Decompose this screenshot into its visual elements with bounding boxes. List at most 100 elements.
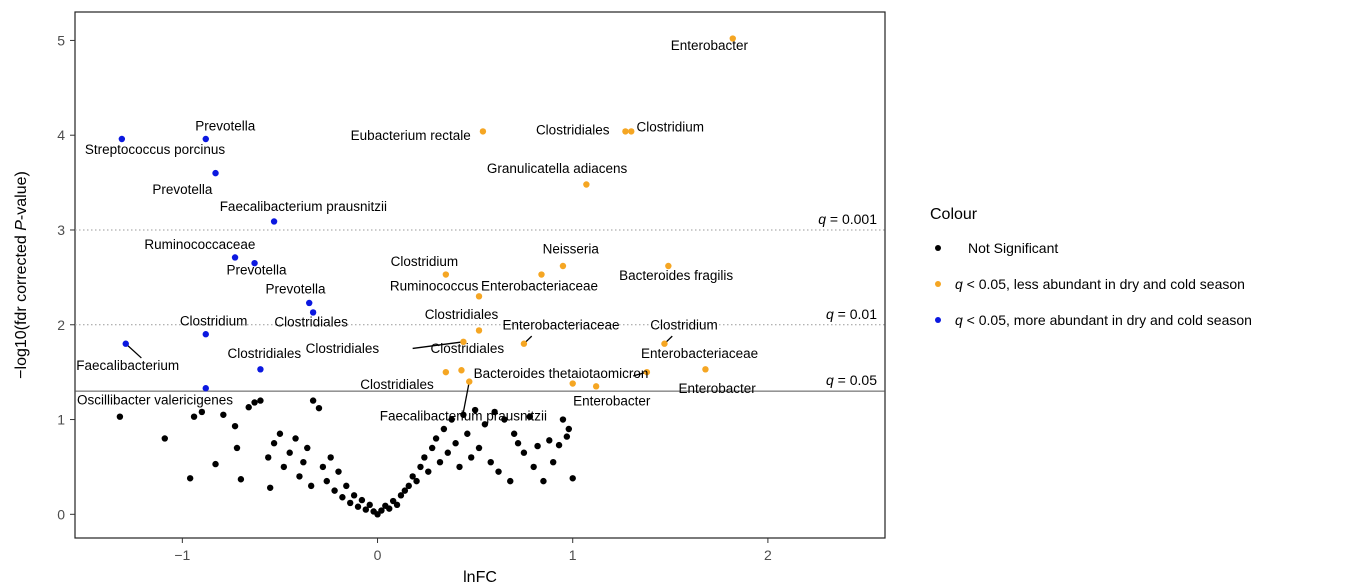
data-point-ns: [413, 477, 420, 485]
point-label: Prevotella: [266, 281, 327, 296]
point-label: Clostridiales: [228, 346, 302, 361]
data-point-ns: [475, 444, 483, 452]
data-point-ns: [448, 416, 455, 423]
legend-key-less: [935, 281, 941, 287]
point-label: Bacteroides fragilis: [619, 268, 733, 283]
data-point-ns: [347, 499, 354, 507]
data-point-less: [583, 181, 590, 188]
data-point-ns: [540, 477, 547, 485]
data-point-ns: [237, 476, 245, 483]
data-point-ns: [452, 440, 459, 447]
reference-line-label: q = 0.001: [818, 211, 877, 227]
data-point-ns: [220, 411, 227, 418]
data-point-more: [212, 169, 219, 177]
data-point-less: [458, 367, 465, 374]
point-label: Clostridiales: [431, 341, 505, 356]
data-point-ns: [386, 505, 393, 512]
data-point-less: [466, 378, 473, 385]
reference-line-label-value: = 0.001: [826, 211, 877, 227]
point-label: Prevotella: [226, 263, 287, 278]
data-point-ns: [350, 492, 358, 499]
y-tick-label: 2: [57, 317, 65, 333]
data-point-ns: [292, 435, 299, 442]
data-point-ns: [487, 458, 494, 466]
point-label: Bacteroides thetaiotaomicron: [474, 366, 649, 381]
x-tick-label: −1: [174, 547, 190, 563]
data-point-ns: [354, 503, 362, 510]
point-label: Granulicatella adiacens: [487, 161, 628, 176]
data-point-ns: [343, 482, 350, 490]
data-point-ns: [233, 444, 241, 452]
data-point-ns: [323, 477, 330, 485]
data-point-less: [729, 35, 736, 42]
data-point-less: [628, 128, 635, 135]
point-label: Streptococcus porcinus: [85, 142, 226, 157]
data-point-ns: [569, 475, 576, 482]
data-point-ns: [464, 430, 471, 437]
data-point-more: [257, 366, 264, 373]
data-point-ns: [563, 433, 571, 440]
data-point-ns: [507, 477, 514, 485]
data-point-more: [270, 218, 278, 225]
data-point-ns: [501, 416, 508, 423]
point-label: Neisseria: [543, 242, 600, 257]
point-label: Enterobacter: [678, 381, 756, 396]
data-point-less: [538, 271, 545, 278]
data-point-ns: [417, 463, 424, 471]
point-label: Ruminococcus: [390, 279, 479, 294]
point-label: Clostridiales: [425, 307, 499, 322]
y-tick-label: 4: [57, 127, 65, 143]
data-point-ns: [397, 492, 405, 499]
legend-label-text: < 0.05, more abundant in dry and cold se…: [963, 312, 1252, 328]
data-point-ns: [335, 468, 342, 475]
point-label: Enterobacteriaceae: [502, 317, 619, 332]
point-label: Clostridiales: [360, 377, 434, 392]
data-point-ns: [409, 473, 416, 480]
data-point-ns: [286, 449, 293, 456]
data-point-ns: [266, 484, 274, 491]
legend-key-ns: [935, 245, 941, 251]
data-point-ns: [405, 482, 412, 490]
data-point-ns: [514, 440, 522, 447]
data-point-ns: [401, 487, 409, 494]
data-point-more: [202, 385, 209, 392]
y-tick-label: 0: [57, 506, 65, 522]
point-label: Faecalibacterium prausnitzii: [220, 199, 387, 214]
point-label: Faecalibacterium: [76, 358, 179, 373]
legend-label-more: q < 0.05, more abundant in dry and cold …: [955, 312, 1252, 328]
reference-line-label: q = 0.01: [826, 306, 877, 322]
x-tick-label: 0: [374, 547, 382, 563]
data-point-ns: [245, 404, 252, 411]
data-point-ns: [270, 440, 278, 447]
data-point-ns: [555, 441, 563, 449]
data-point-more: [231, 254, 239, 261]
data-point-more: [202, 135, 209, 143]
legend-label-less: q < 0.05, less abundant in dry and cold …: [955, 276, 1245, 292]
point-label: Clostridiales: [274, 315, 348, 330]
legend-title: Colour: [930, 206, 978, 223]
point-label: Clostridium: [650, 317, 718, 332]
reference-line-label-italic: q: [818, 211, 826, 227]
reference-line-label: q = 0.05: [826, 372, 877, 388]
data-point-ns: [339, 494, 346, 501]
data-point-less: [665, 262, 672, 270]
data-point-less: [442, 271, 450, 278]
point-label: Clostridium: [180, 314, 248, 329]
y-axis-title-part-2: -value): [13, 171, 30, 220]
data-point-ns: [257, 397, 264, 404]
point-label: Clostridiales: [536, 122, 610, 137]
data-point-ns: [471, 406, 479, 414]
legend: Colour Not Significant q < 0.05, less abu…: [930, 206, 1252, 328]
data-point-ns: [549, 458, 557, 466]
point-label: Prevotella: [152, 182, 213, 197]
y-axis-title-part-1: −log10(fdr corrected: [13, 231, 30, 379]
y-tick-label: 5: [57, 32, 65, 48]
data-point-ns: [534, 442, 541, 450]
point-label: Enterobacter: [573, 393, 651, 408]
data-point-ns: [559, 416, 567, 423]
point-label: Faecalibacterium prausnitzii: [380, 408, 547, 423]
label-connector: [412, 341, 464, 350]
data-point-ns: [546, 437, 553, 444]
y-tick-label: 1: [57, 412, 65, 428]
